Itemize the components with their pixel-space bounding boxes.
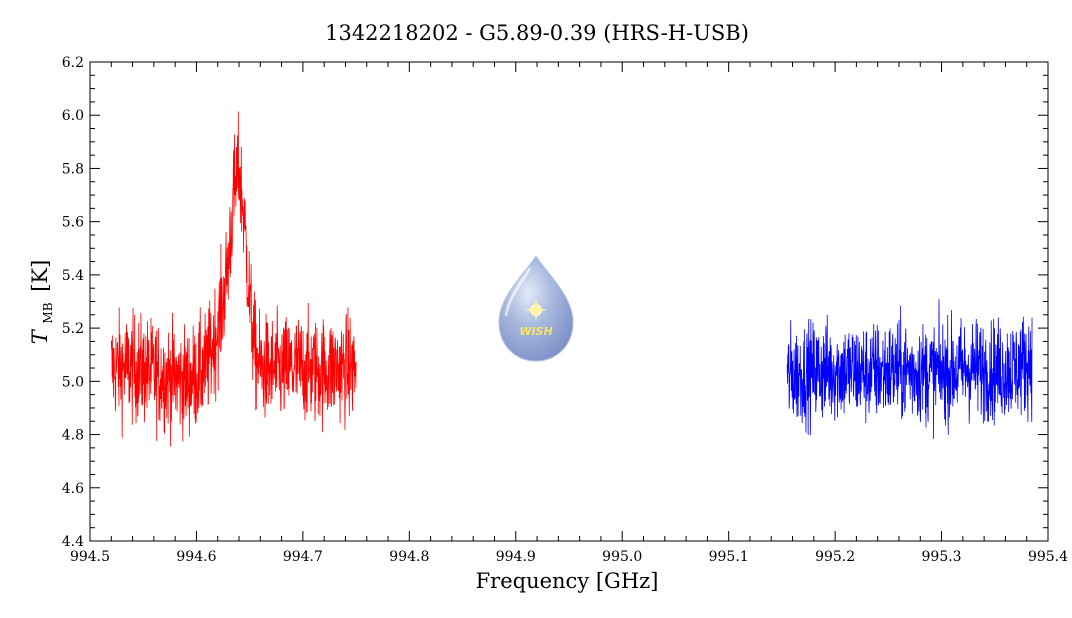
- x-tick-label: 994.8: [389, 549, 429, 565]
- svg-text:T MB [K]: T MB [K]: [28, 260, 57, 345]
- x-axis-label: Frequency [GHz]: [476, 569, 659, 593]
- y-tick-label: 5.6: [62, 215, 84, 231]
- series-line-1: [110, 111, 357, 447]
- y-tick-label: 5.8: [62, 161, 84, 177]
- star-icon: [525, 299, 547, 321]
- x-tick-label: 994.5: [70, 549, 110, 565]
- y-tick-label: 4.8: [62, 428, 84, 444]
- chart-title: 1342218202 - G5.89-0.39 (HRS-H-USB): [325, 21, 749, 45]
- x-tick-label: 995.0: [602, 549, 642, 565]
- x-tick-label: 994.9: [496, 549, 536, 565]
- y-tick-label: 4.4: [62, 534, 84, 550]
- x-tick-label: 994.7: [283, 549, 323, 565]
- plot-frame: [89, 61, 1049, 542]
- y-axis-ticks: 4.4 4.6 4.8 5.0 5.2 5.4 5.6 5.8 6.0 6.2: [62, 55, 1048, 550]
- y-axis-label-sub: MB: [41, 302, 55, 323]
- x-tick-label: 994.6: [176, 549, 216, 565]
- y-axis-label-unit: [K]: [28, 260, 52, 292]
- x-tick-label: 995.4: [1028, 549, 1068, 565]
- y-axis-label: T MB [K]: [28, 260, 57, 345]
- y-tick-label: 6.2: [62, 55, 84, 71]
- x-tick-label: 995.1: [709, 549, 749, 565]
- y-tick-label: 5.4: [62, 268, 84, 284]
- plot-area: [89, 61, 1049, 542]
- drop-highlight: [504, 267, 532, 317]
- y-tick-label: 5.2: [62, 321, 84, 337]
- series-layer: [110, 111, 1033, 447]
- y-tick-label: 6.0: [62, 108, 84, 124]
- series-line-2: [786, 299, 1033, 439]
- y-tick-label: 5.0: [62, 374, 84, 390]
- x-tick-label: 995.3: [922, 549, 962, 565]
- y-tick-label: 4.6: [62, 481, 84, 497]
- x-axis-ticks: 994.5 994.6 994.7 994.8 994.9 995.0 995.1 995.2…: [70, 62, 1068, 565]
- x-tick-label: 995.2: [815, 549, 855, 565]
- logo-text: WISH: [519, 325, 552, 338]
- y-axis-label-main: T: [28, 328, 52, 344]
- wish-logo: WISH: [498, 255, 574, 362]
